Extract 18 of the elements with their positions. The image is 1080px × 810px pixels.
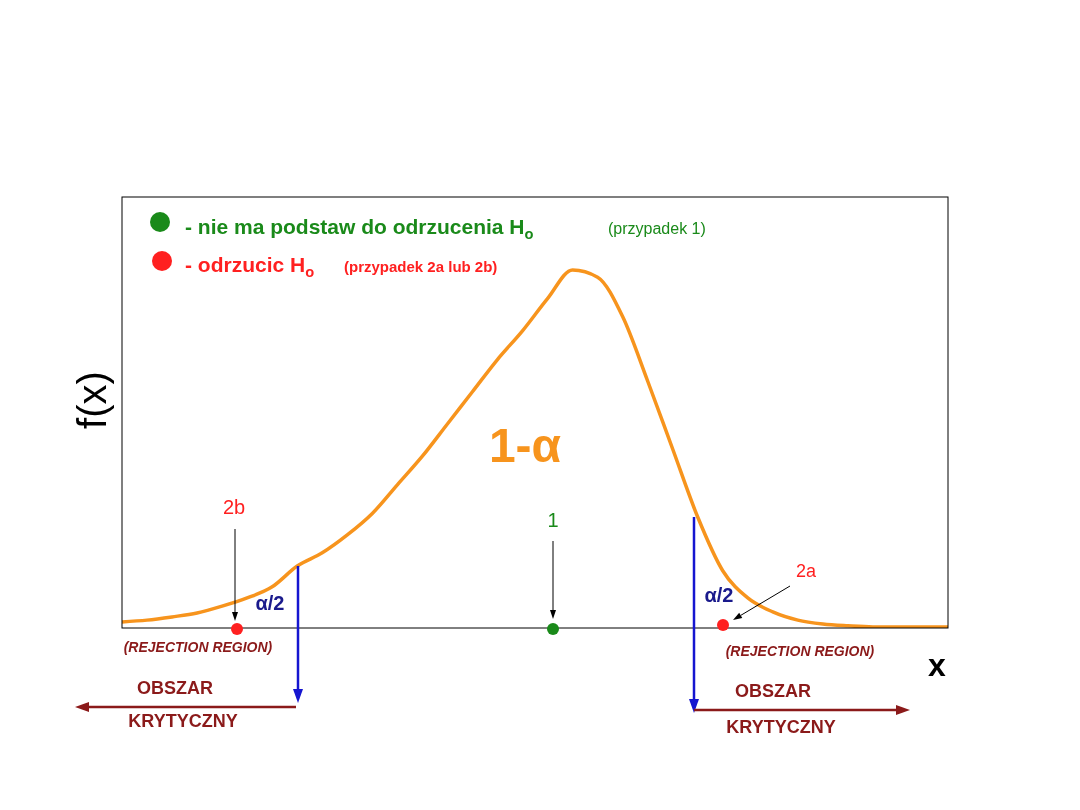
- annotation: α/2: [704, 584, 734, 606]
- annotation: - odrzucic H$_{o}$: [185, 253, 315, 281]
- annotation: 1-α: [488, 419, 562, 472]
- text: KRYTYCZNY: [726, 717, 836, 737]
- x-axis-title: x: [928, 647, 947, 683]
- text: OBSZAR: [137, 678, 213, 698]
- text: (REJECTION REGION): [725, 643, 875, 659]
- annotation: (przypadek 2a lub 2b): [344, 258, 498, 275]
- annotation: 2a: [795, 561, 817, 581]
- text: OBSZAR: [735, 681, 811, 701]
- y-axis-title: f(x): [70, 371, 114, 429]
- text: (przypadek 1): [608, 220, 706, 237]
- annotation: α/2: [255, 592, 285, 614]
- annotation: 2b: [222, 496, 246, 518]
- text: - nie ma podstaw do odrzucenia H$_{o}$: [185, 215, 534, 243]
- annotation: 1: [547, 509, 559, 531]
- text: (REJECTION REGION): [123, 639, 273, 655]
- text: KRYTYCZNY: [128, 711, 238, 731]
